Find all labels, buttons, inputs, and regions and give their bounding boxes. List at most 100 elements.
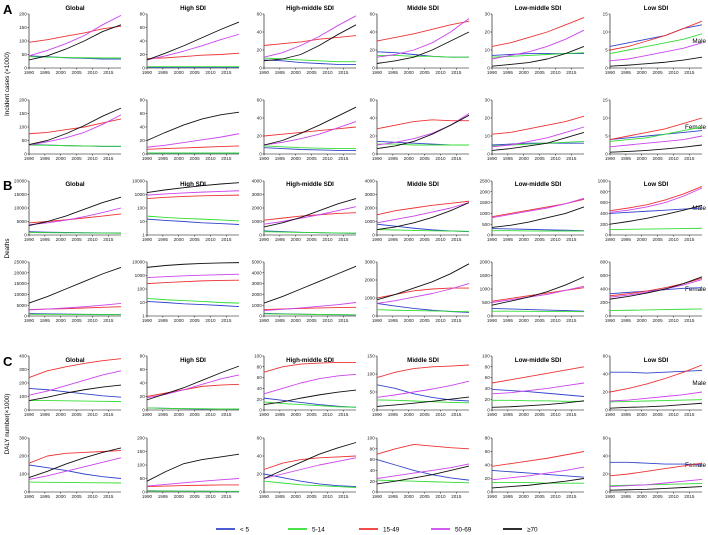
y-tick-label: 20	[257, 48, 263, 53]
series-line-5069	[491, 382, 585, 395]
x-tick-label: 2000	[404, 494, 415, 499]
x-tick-label: 1990	[142, 156, 153, 161]
y-tick-label: 60	[257, 436, 263, 441]
y-tick-label: 0	[372, 233, 375, 238]
y-tick-label: 60	[485, 449, 491, 454]
plot-A-female-5: 0 5 10 15 1990 1995 2000 2005 2010 2015	[603, 98, 703, 161]
y-tick-label: 0	[24, 408, 27, 413]
x-tick-label: 1995	[275, 494, 286, 499]
series-line-5069	[263, 302, 357, 312]
x-tick-label: 2005	[652, 318, 663, 323]
y-tick-label: 0	[259, 233, 262, 238]
y-tick-label: 0	[487, 314, 490, 319]
x-tick-label: 2015	[221, 318, 232, 323]
x-tick-label: 1995	[503, 412, 514, 417]
x-tick-label: 2010	[87, 156, 98, 161]
series-line-70	[491, 45, 585, 67]
series-line-514	[28, 232, 122, 234]
y-tick-label: 5000	[17, 303, 28, 308]
x-tick-label: 2000	[519, 237, 530, 242]
x-tick-label: 2015	[566, 412, 577, 417]
series-line-514	[492, 399, 584, 402]
x-tick-label: 1995	[503, 70, 514, 75]
x-tick-label: 2010	[87, 494, 98, 499]
y-tick-label: 40	[370, 30, 376, 35]
plot-B-female-2: 0 1000 2000 3000 4000 5000 1990 1995 2000 2005 201…	[252, 260, 357, 323]
x-tick-label: 2005	[71, 70, 82, 75]
x-tick-label: 2000	[519, 318, 530, 323]
y-tick-label: 40	[140, 39, 146, 44]
y-tick-label: 80	[485, 364, 491, 369]
y-tick-label: 500	[482, 222, 490, 227]
series-line-5	[28, 387, 122, 398]
y-tick-label: 1000	[598, 179, 609, 184]
x-tick-label: 1995	[621, 412, 632, 417]
x-tick-label: 2010	[435, 494, 446, 499]
series-line-1549	[491, 451, 585, 467]
y-tick-label: 40	[370, 116, 376, 121]
plot-B-female-5: 0 200 400 600 800 1990 1995 2000 2005 2010 2015	[600, 260, 703, 323]
x-tick-label: 2015	[566, 70, 577, 75]
y-tick-label: 40	[603, 372, 609, 377]
y-tick-label: 0	[372, 490, 375, 495]
x-tick-label: 1990	[24, 156, 35, 161]
y-tick-label: 80	[140, 354, 146, 359]
series-line-514	[609, 399, 703, 403]
x-tick-label: 1995	[503, 237, 514, 242]
x-tick-label: 2015	[451, 494, 462, 499]
series-line-1549	[263, 212, 357, 221]
column-title-C-1: High SDI	[180, 357, 206, 364]
y-tick-label: 20	[370, 48, 376, 53]
y-tick-label: 200	[19, 381, 27, 386]
series-line-70	[28, 24, 122, 61]
y-tick-label: 10	[485, 48, 491, 53]
y-tick-label: 10000	[14, 292, 27, 297]
series-line-5069	[376, 18, 470, 58]
y-tick-label: 5	[605, 134, 608, 139]
x-tick-label: 2010	[435, 412, 446, 417]
series-line-5	[146, 300, 240, 308]
x-tick-label: 2000	[291, 494, 302, 499]
series-line-5069	[491, 466, 585, 481]
x-tick-label: 2010	[87, 318, 98, 323]
x-tick-label: 1990	[605, 70, 616, 75]
y-tick-label: 1000	[365, 219, 376, 224]
series-line-5069	[376, 463, 470, 479]
series-line-70	[609, 144, 703, 153]
column-title-A-0: Global	[65, 5, 85, 12]
x-tick-label: 1990	[487, 318, 498, 323]
x-tick-label: 2010	[205, 412, 216, 417]
series-line-5	[376, 384, 470, 402]
series-line-5	[28, 464, 122, 479]
y-tick-label: 2000	[480, 260, 491, 265]
x-tick-label: 1990	[259, 70, 270, 75]
x-tick-label: 1990	[372, 70, 383, 75]
y-tick-label: 0	[605, 490, 608, 495]
series-line-514	[609, 126, 703, 142]
series-line-514	[609, 33, 703, 55]
series-line-70	[609, 56, 703, 67]
series-line-514	[28, 144, 121, 147]
x-tick-label: 2010	[205, 494, 216, 499]
x-tick-label: 2000	[56, 156, 67, 161]
y-axis-label-A: Incident cases (×1000)	[4, 52, 11, 116]
y-tick-label: 20	[257, 472, 263, 477]
y-tick-label: 0	[605, 66, 608, 71]
plot-B-female-0: 0 5000 10000 15000 20000 25000 1990 1995 2000 200…	[14, 260, 122, 323]
x-tick-label: 2010	[668, 156, 679, 161]
row-label-male: Male	[692, 38, 706, 45]
series-line-1549	[376, 444, 470, 455]
series-line-514	[609, 227, 703, 231]
panel-label-A: A	[3, 2, 13, 17]
plot-C-male-0: 0 100 200 300 400 1990 1995 2000 2005 2010 2015	[19, 354, 122, 417]
x-tick-label: 2010	[435, 70, 446, 75]
plot-A-male-0: 0 50 100 150 200 1990 1995 2000 2005 2010 2015	[19, 12, 122, 75]
series-line-5069	[146, 33, 240, 61]
x-tick-label: 2010	[205, 156, 216, 161]
y-tick-label: 100	[19, 394, 27, 399]
x-tick-label: 2015	[338, 70, 349, 75]
x-tick-label: 2010	[668, 237, 679, 242]
series-line-5069	[263, 373, 357, 395]
series-line-514	[28, 481, 122, 484]
y-tick-label: 50	[22, 138, 28, 143]
